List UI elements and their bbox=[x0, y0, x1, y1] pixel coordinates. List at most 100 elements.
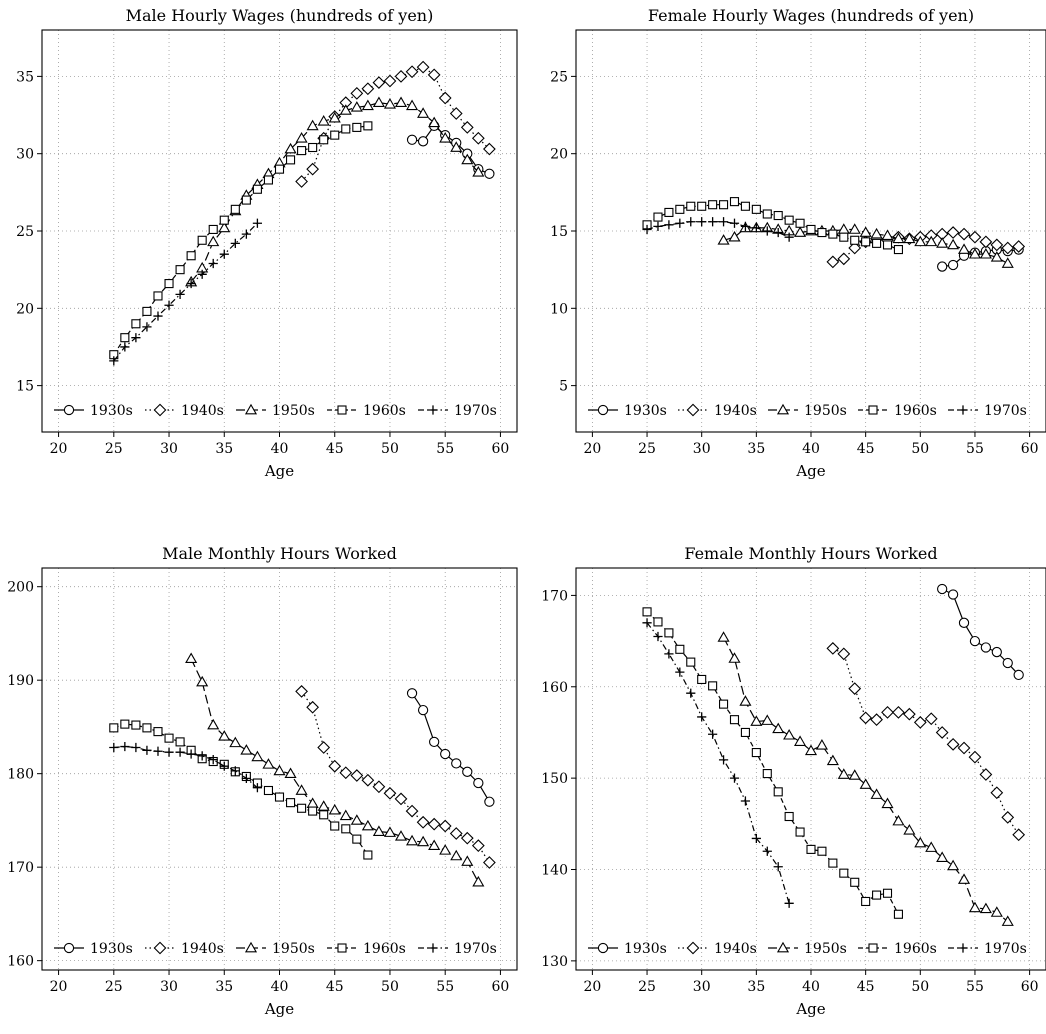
data-point bbox=[761, 714, 774, 725]
x-tick-label: 30 bbox=[693, 979, 711, 995]
y-tick-label: 15 bbox=[550, 224, 568, 240]
y-tick-label: 150 bbox=[541, 771, 568, 787]
legend-label: 1950s bbox=[272, 403, 315, 419]
data-point bbox=[784, 215, 794, 225]
series-line bbox=[113, 125, 368, 356]
y-tick-label: 200 bbox=[7, 580, 34, 596]
data-point bbox=[925, 841, 938, 852]
data-point bbox=[817, 227, 827, 238]
legend-marker bbox=[244, 403, 258, 415]
data-point bbox=[109, 356, 119, 366]
legend-label: 1960s bbox=[894, 941, 937, 957]
y-tick-label: 170 bbox=[7, 860, 34, 876]
y-tick-label: 130 bbox=[541, 954, 568, 970]
data-point bbox=[461, 153, 474, 165]
data-point bbox=[773, 787, 783, 797]
plot-frame bbox=[41, 29, 518, 433]
data-point bbox=[164, 747, 174, 757]
data-point bbox=[859, 711, 873, 725]
y-tick-label: 20 bbox=[16, 301, 34, 317]
data-point bbox=[664, 220, 674, 230]
data-point bbox=[1001, 241, 1015, 255]
x-tick-label: 45 bbox=[326, 441, 344, 457]
y-tick-label: 5 bbox=[559, 379, 568, 395]
data-point bbox=[968, 750, 982, 764]
data-point bbox=[870, 713, 883, 727]
legend: 1930s 1940s 1950s 1960s 1970s bbox=[54, 941, 497, 957]
data-point bbox=[473, 777, 484, 789]
data-point bbox=[142, 723, 152, 733]
data-point bbox=[131, 319, 141, 329]
data-point bbox=[979, 768, 993, 781]
x-tick-label: 25 bbox=[638, 441, 656, 457]
data-point bbox=[471, 131, 485, 145]
data-point bbox=[740, 221, 751, 231]
data-point bbox=[719, 200, 729, 210]
y-tick-label: 25 bbox=[550, 69, 568, 85]
data-point bbox=[460, 121, 474, 134]
data-point bbox=[372, 780, 386, 794]
data-point bbox=[361, 99, 374, 111]
data-point bbox=[675, 204, 685, 214]
data-point bbox=[328, 759, 342, 773]
legend-label: 1940s bbox=[714, 403, 757, 419]
series-1950s bbox=[185, 96, 485, 287]
data-point bbox=[417, 704, 429, 716]
legend-marker bbox=[868, 943, 878, 953]
x-tick-label: 50 bbox=[911, 979, 929, 995]
x-tick-label: 55 bbox=[966, 441, 984, 457]
data-point bbox=[295, 132, 308, 143]
x-tick-label: 35 bbox=[215, 441, 233, 457]
legend: 1930s 1940s 1950s 1960s 1970s bbox=[588, 941, 1027, 957]
data-point bbox=[372, 96, 385, 108]
data-point bbox=[120, 741, 130, 752]
data-point bbox=[979, 247, 992, 259]
data-point bbox=[728, 652, 741, 663]
data-point bbox=[142, 306, 152, 316]
series-1970s bbox=[109, 741, 263, 793]
data-point bbox=[394, 96, 408, 108]
data-point bbox=[751, 833, 761, 844]
data-point bbox=[837, 768, 850, 779]
data-point bbox=[240, 744, 253, 755]
data-point bbox=[229, 736, 242, 748]
series-line bbox=[832, 647, 1020, 836]
x-tick-label: 25 bbox=[638, 979, 656, 995]
series-1960s bbox=[642, 197, 903, 255]
data-point bbox=[1012, 828, 1026, 842]
x-tick-label: 45 bbox=[857, 979, 875, 995]
x-axis-label: Age bbox=[264, 462, 294, 480]
data-point bbox=[405, 804, 419, 818]
data-point bbox=[980, 642, 992, 653]
legend-label: 1960s bbox=[363, 403, 406, 419]
data-point bbox=[131, 333, 141, 343]
data-point bbox=[451, 758, 462, 769]
data-point bbox=[417, 835, 430, 847]
legend-label: 1970s bbox=[454, 403, 497, 419]
data-point bbox=[717, 234, 730, 245]
data-point bbox=[914, 836, 927, 848]
data-point bbox=[472, 166, 485, 177]
legend-label: 1950s bbox=[804, 941, 847, 957]
data-point bbox=[979, 902, 992, 914]
data-point bbox=[361, 819, 374, 831]
data-point bbox=[708, 729, 718, 739]
chart-title: Female Hourly Wages (hundreds of yen) bbox=[648, 6, 974, 25]
data-point bbox=[405, 65, 419, 79]
data-point bbox=[686, 217, 696, 227]
data-point bbox=[861, 896, 871, 907]
legend-marker bbox=[958, 405, 968, 415]
data-point bbox=[914, 235, 927, 247]
data-point bbox=[795, 827, 805, 837]
series-line bbox=[113, 723, 369, 856]
data-point bbox=[109, 723, 119, 733]
data-point bbox=[848, 769, 861, 780]
data-point bbox=[241, 195, 251, 205]
data-point bbox=[449, 827, 463, 840]
x-axis-label: Age bbox=[795, 462, 825, 480]
data-point bbox=[142, 322, 152, 332]
plot-frame bbox=[575, 29, 1046, 433]
data-point bbox=[957, 227, 971, 241]
data-point bbox=[686, 657, 696, 667]
